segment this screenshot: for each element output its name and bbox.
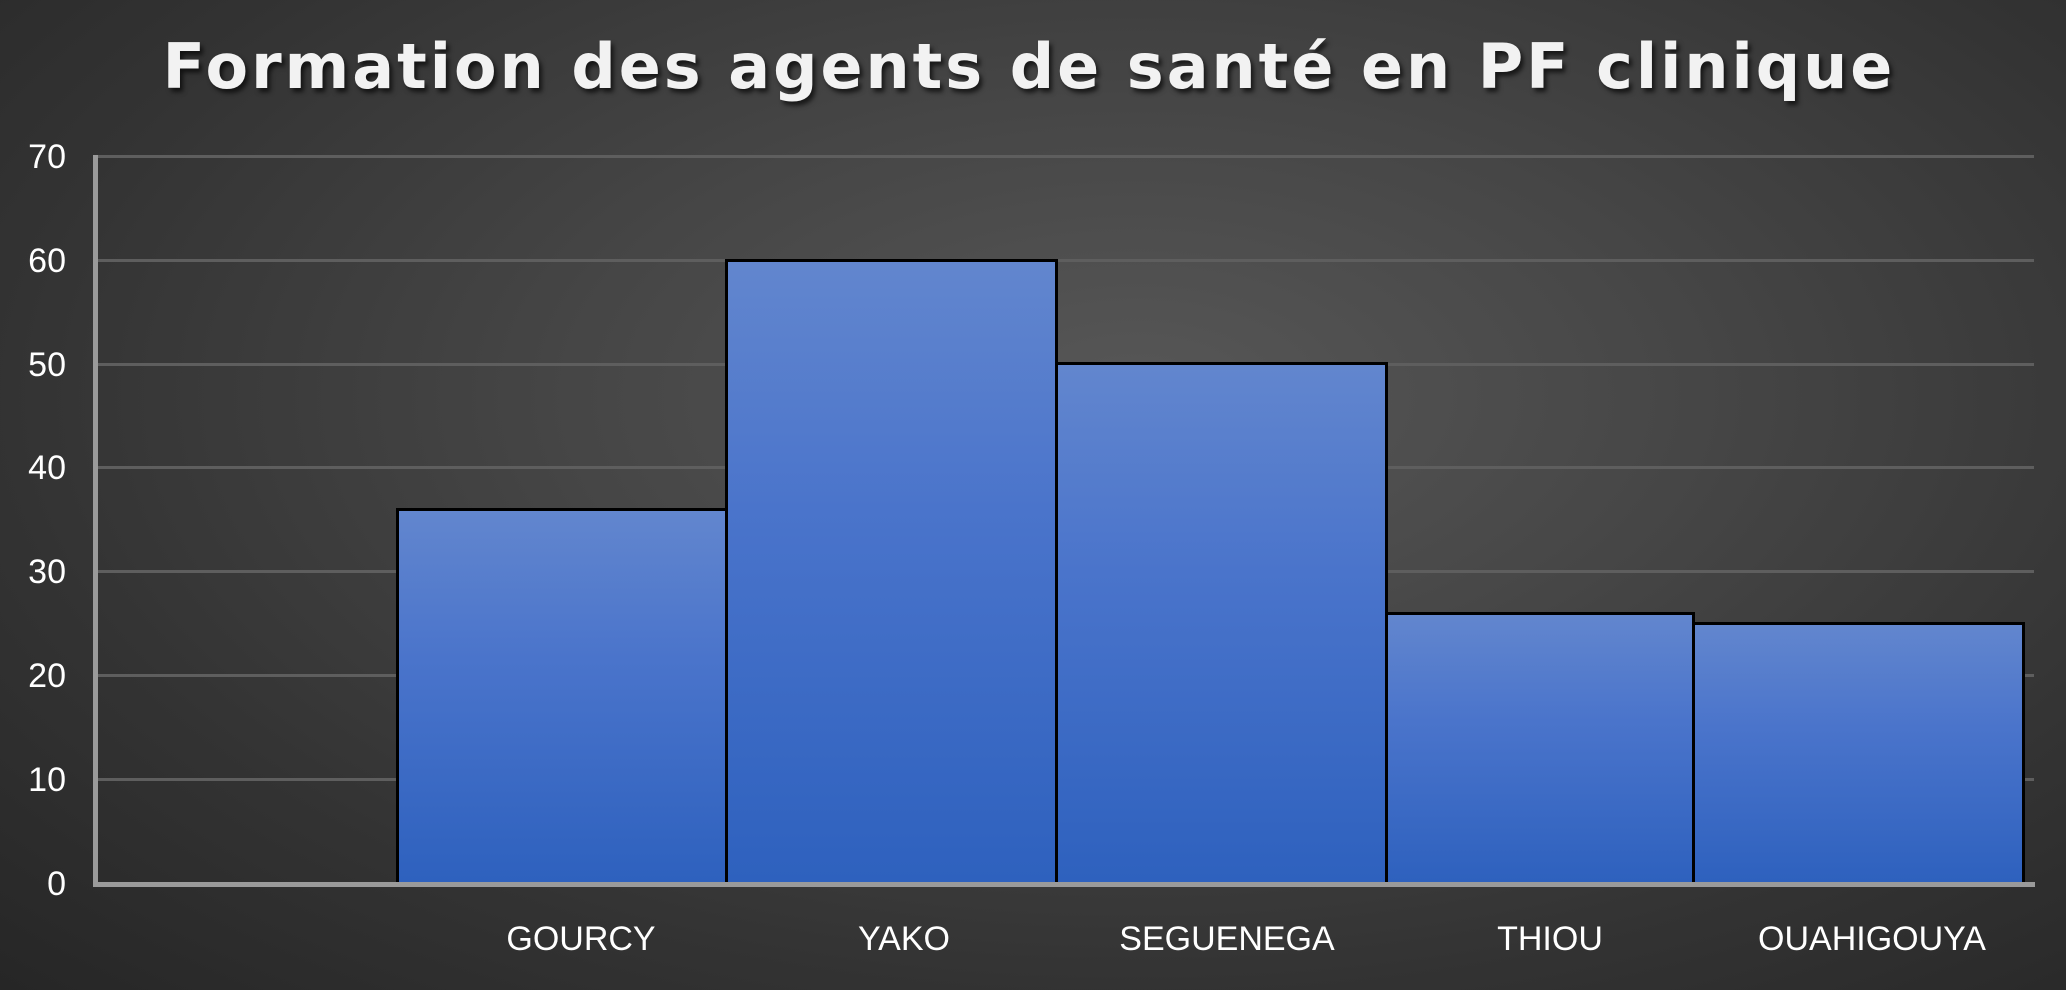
y-axis-line: [93, 155, 98, 886]
x-tick-label: YAKO: [858, 920, 950, 958]
x-tick-label: GOURCY: [506, 920, 656, 958]
y-tick-label: 60: [28, 242, 66, 280]
bar-yako: [725, 259, 1058, 885]
x-tick-label: THIOU: [1497, 920, 1603, 958]
bar-ouahigouya: [1692, 622, 2025, 885]
chart-title-text: Formation des agents de santé en PF clin…: [162, 30, 1896, 103]
bar-gourcy: [396, 508, 728, 885]
x-axis-line: [93, 882, 2035, 887]
y-tick-label: 30: [28, 553, 66, 591]
chart-title: Formation des agents de santé en PF clin…: [0, 30, 2066, 103]
bar-thiou: [1385, 612, 1695, 885]
y-tick-label: 0: [47, 865, 66, 903]
x-tick-label: SEGUENEGA: [1119, 920, 1335, 958]
y-tick-label: 50: [28, 346, 66, 384]
gridline-70: [96, 155, 2034, 158]
y-tick-label: 70: [28, 138, 66, 176]
y-tick-label: 20: [28, 657, 66, 695]
y-tick-label: 10: [28, 761, 66, 799]
gridline-60: [96, 259, 2034, 262]
bar-seguenega: [1055, 362, 1388, 885]
x-tick-label: OUAHIGOUYA: [1758, 920, 1986, 958]
y-tick-label: 40: [28, 449, 66, 487]
